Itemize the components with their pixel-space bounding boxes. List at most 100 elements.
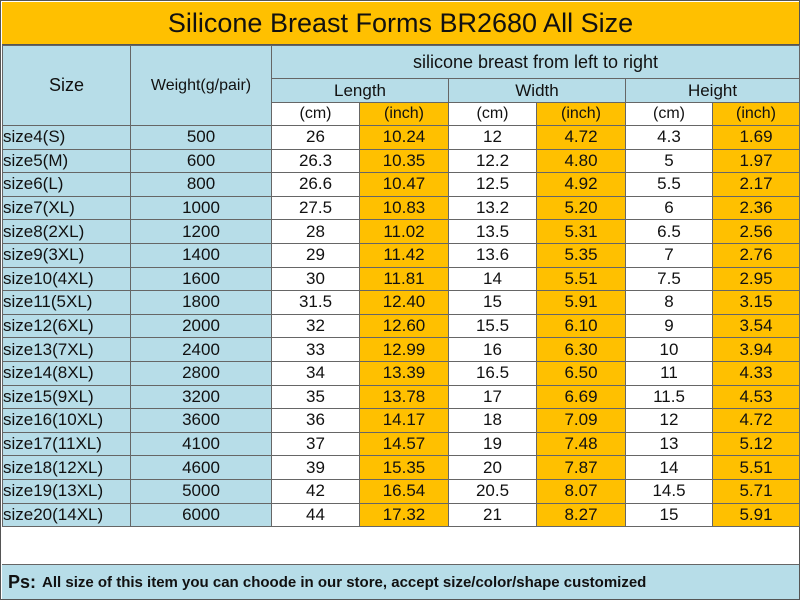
cell-size: size19(13XL) (2, 478, 131, 504)
cell-length-inch: 11.81 (359, 266, 449, 292)
cell-length-cm: 31.5 (271, 290, 360, 315)
cell-width-inch: 7.87 (536, 455, 626, 480)
table-row: size17(11XL) 4100 37 14.57 19 7.48 13 5.12 (2, 431, 800, 457)
cell-height-inch: 4.53 (711, 384, 800, 410)
cell-height-inch: 2.17 (711, 172, 800, 197)
cell-weight: 1800 (130, 290, 272, 315)
cell-height-cm: 11 (625, 360, 713, 386)
cell-size: size6(L) (2, 172, 131, 197)
cell-height-inch: 5.71 (711, 478, 800, 504)
cell-height-inch: 3.15 (711, 290, 800, 315)
cell-length-cm: 39 (271, 455, 360, 480)
cell-size: size13(7XL) (2, 337, 131, 362)
table-row: size14(8XL) 2800 34 13.39 16.5 6.50 11 4.33 (2, 360, 800, 386)
cell-width-cm: 15 (448, 290, 537, 315)
cell-height-inch: 5.12 (711, 431, 800, 457)
cell-height-inch: 2.76 (711, 242, 800, 268)
cell-length-inch: 15.35 (359, 455, 449, 480)
table-row: size16(10XL) 3600 36 14.17 18 7.09 12 4.72 (2, 408, 800, 433)
cell-height-inch: 2.56 (711, 219, 800, 244)
column-header-height: Height (624, 78, 800, 103)
column-header-length: Length (271, 78, 449, 103)
unit-header-cm: (cm) (271, 102, 360, 126)
cell-height-cm: 8 (625, 290, 713, 315)
cell-width-cm: 13.6 (448, 242, 537, 268)
cell-width-cm: 20 (448, 455, 537, 480)
cell-width-cm: 19 (448, 431, 537, 457)
table-row: size11(5XL) 1800 31.5 12.40 15 5.91 8 3.15 (2, 290, 800, 315)
cell-length-cm: 28 (271, 219, 360, 244)
cell-width-cm: 12.5 (448, 172, 537, 197)
cell-length-cm: 32 (271, 313, 360, 339)
cell-length-cm: 26.3 (271, 148, 360, 174)
cell-weight: 6000 (130, 502, 272, 528)
cell-length-inch: 10.83 (359, 195, 449, 221)
cell-width-inch: 8.27 (536, 502, 626, 528)
cell-height-cm: 15 (625, 502, 713, 528)
cell-width-inch: 7.48 (536, 431, 626, 457)
cell-size: size18(12XL) (2, 455, 131, 480)
cell-width-cm: 18 (448, 408, 537, 433)
table-row: size13(7XL) 2400 33 12.99 16 6.30 10 3.94 (2, 337, 800, 362)
footer-note: Ps: All size of this item you can choode… (2, 564, 799, 599)
cell-weight: 500 (130, 125, 272, 150)
cell-height-cm: 11.5 (625, 384, 713, 410)
cell-width-cm: 20.5 (448, 478, 537, 504)
page-title: Silicone Breast Forms BR2680 All Size (2, 2, 799, 45)
cell-length-cm: 26.6 (271, 172, 360, 197)
cell-length-cm: 33 (271, 337, 360, 362)
cell-length-inch: 17.32 (359, 502, 449, 528)
cell-width-inch: 6.50 (536, 360, 626, 386)
cell-length-inch: 13.78 (359, 384, 449, 410)
cell-length-inch: 10.47 (359, 172, 449, 197)
cell-weight: 1400 (130, 242, 272, 268)
cell-width-cm: 16.5 (448, 360, 537, 386)
cell-width-inch: 6.69 (536, 384, 626, 410)
cell-width-inch: 5.51 (536, 266, 626, 292)
table-row: size9(3XL) 1400 29 11.42 13.6 5.35 7 2.76 (2, 242, 800, 268)
cell-width-cm: 13.5 (448, 219, 537, 244)
cell-height-cm: 14 (625, 455, 713, 480)
cell-length-cm: 26 (271, 125, 360, 150)
cell-size: size12(6XL) (2, 313, 131, 339)
unit-header-inch: (inch) (359, 102, 449, 126)
cell-size: size9(3XL) (2, 242, 131, 268)
cell-length-inch: 14.57 (359, 431, 449, 457)
cell-length-cm: 42 (271, 478, 360, 504)
cell-width-inch: 5.91 (536, 290, 626, 315)
footer-text: All size of this item you can choode in … (42, 573, 647, 591)
cell-length-inch: 14.17 (359, 408, 449, 433)
cell-size: size8(2XL) (2, 219, 131, 244)
table-row: size4(S) 500 26 10.24 12 4.72 4.3 1.69 (2, 125, 800, 150)
cell-weight: 1200 (130, 219, 272, 244)
cell-weight: 1000 (130, 195, 272, 221)
column-header-width: Width (448, 78, 626, 103)
cell-length-inch: 12.60 (359, 313, 449, 339)
cell-width-cm: 12.2 (448, 148, 537, 174)
cell-height-cm: 9 (625, 313, 713, 339)
table-row: size12(6XL) 2000 32 12.60 15.5 6.10 9 3.54 (2, 313, 800, 339)
cell-weight: 4100 (130, 431, 272, 457)
table-row: size18(12XL) 4600 39 15.35 20 7.87 14 5.51 (2, 455, 800, 480)
cell-height-inch: 5.91 (711, 502, 800, 528)
cell-height-inch: 2.36 (711, 195, 800, 221)
cell-width-cm: 16 (448, 337, 537, 362)
cell-height-inch: 1.97 (711, 148, 800, 174)
cell-size: size14(8XL) (2, 360, 131, 386)
cell-weight: 2800 (130, 360, 272, 386)
cell-length-cm: 37 (271, 431, 360, 457)
cell-weight: 1600 (130, 266, 272, 292)
table-row: size6(L) 800 26.6 10.47 12.5 4.92 5.5 2.17 (2, 172, 800, 197)
size-table: Size Weight(g/pair) silicone breast from… (2, 45, 800, 528)
unit-header-inch: (inch) (536, 102, 626, 126)
cell-width-cm: 12 (448, 125, 537, 150)
cell-length-inch: 11.42 (359, 242, 449, 268)
cell-length-inch: 13.39 (359, 360, 449, 386)
table-row: size20(14XL) 6000 44 17.32 21 8.27 15 5.91 (2, 502, 800, 528)
cell-width-inch: 8.07 (536, 478, 626, 504)
cell-height-cm: 6.5 (625, 219, 713, 244)
cell-weight: 5000 (130, 478, 272, 504)
cell-size: size16(10XL) (2, 408, 131, 433)
footer-label: Ps: (8, 571, 37, 592)
